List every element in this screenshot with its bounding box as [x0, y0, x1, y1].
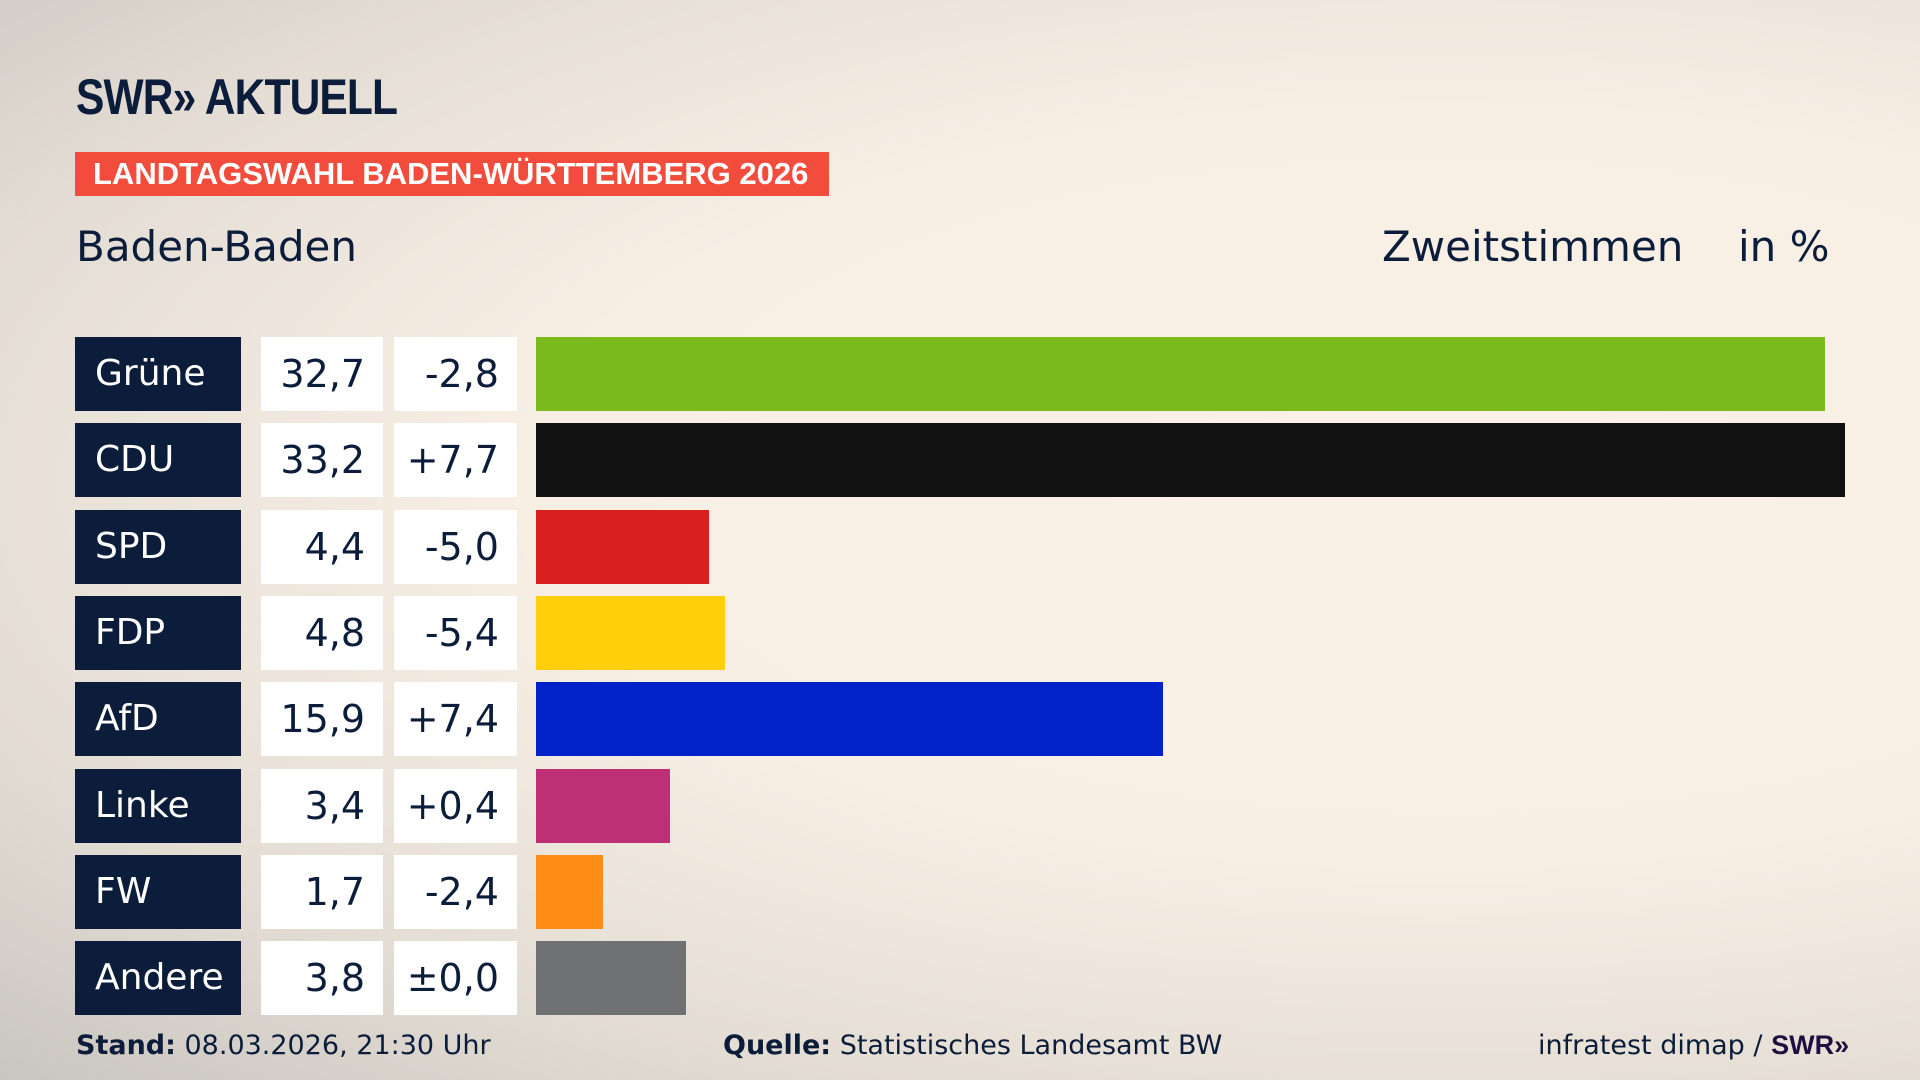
change-label: +7,7: [394, 423, 517, 498]
party-label: Linke: [75, 768, 241, 843]
value-label: 4,8: [261, 595, 383, 670]
stand-value: 08.03.2026, 21:30 Uhr: [175, 1030, 491, 1061]
change-label: ±0,0: [394, 941, 517, 1016]
change-label: -5,4: [394, 595, 517, 670]
value-label: 4,4: [261, 509, 383, 584]
swr-logo: SWR»: [1771, 1030, 1850, 1060]
bar: [536, 423, 1846, 498]
party-label: AfD: [75, 682, 241, 757]
value-label: 1,7: [261, 854, 383, 929]
change-label: -2,8: [394, 337, 517, 411]
bar: [536, 595, 726, 670]
change-label: -5,0: [394, 509, 517, 584]
swr-aktuell-logo: SWR» AKTUELL: [76, 69, 398, 125]
value-label: 32,7: [261, 337, 383, 411]
election-banner: LANDTAGSWAHL BADEN-WÜRTTEMBERG 2026: [75, 152, 829, 196]
credit-text: infratest dimap /: [1538, 1030, 1772, 1061]
party-label: Grüne: [75, 337, 241, 411]
bar: [536, 509, 710, 584]
timestamp: Stand: 08.03.2026, 21:30 Uhr: [76, 1030, 491, 1061]
party-label: FW: [75, 854, 241, 929]
stand-label: Stand:: [76, 1030, 176, 1061]
change-label: +7,4: [394, 682, 517, 757]
party-label: SPD: [75, 509, 241, 584]
value-label: 3,4: [261, 768, 383, 843]
source-label: Quelle:: [723, 1030, 832, 1061]
metric-label: Zweitstimmen: [1382, 222, 1684, 271]
source-value: Statistisches Landesamt BW: [831, 1030, 1223, 1061]
bar: [536, 854, 604, 929]
bar: [536, 768, 671, 843]
region-title: Baden-Baden: [76, 222, 357, 271]
credit: infratest dimap / SWR»: [1538, 1030, 1849, 1061]
party-label: CDU: [75, 423, 241, 498]
unit-label: in %: [1738, 222, 1830, 271]
bar: [536, 337, 1826, 411]
source: Quelle: Statistisches Landesamt BW: [723, 1030, 1222, 1061]
change-label: +0,4: [394, 768, 517, 843]
value-label: 15,9: [261, 682, 383, 757]
value-label: 3,8: [261, 941, 383, 1016]
party-label: Andere: [75, 941, 241, 1016]
value-label: 33,2: [261, 423, 383, 498]
bar: [536, 682, 1163, 757]
change-label: -2,4: [394, 854, 517, 929]
party-label: FDP: [75, 595, 241, 670]
bar: [536, 941, 686, 1016]
